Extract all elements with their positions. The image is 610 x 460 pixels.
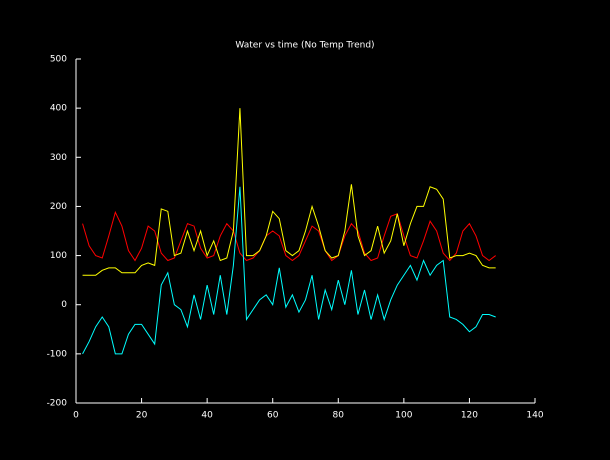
x-tick-label: 20	[136, 411, 148, 421]
chart-title: Water vs time (No Temp Trend)	[235, 41, 374, 51]
y-tick-label: -200	[47, 399, 68, 409]
y-tick-label: 100	[50, 251, 67, 261]
y-tick-label: 400	[50, 104, 67, 114]
x-tick-label: 120	[461, 411, 478, 421]
series-line	[82, 186, 496, 355]
y-tick-label: 200	[50, 202, 67, 212]
x-tick-label: 100	[395, 411, 412, 421]
x-tick-label: 80	[333, 411, 345, 421]
y-tick-label: -100	[47, 349, 68, 359]
x-tick-label: 60	[267, 411, 279, 421]
y-tick-label: 0	[61, 300, 67, 310]
series-line	[82, 210, 496, 262]
y-tick-label: 300	[50, 153, 67, 163]
series-line	[82, 108, 496, 276]
y-tick-label: 500	[50, 55, 67, 65]
x-tick-label: 40	[201, 411, 213, 421]
x-tick-label: 0	[73, 411, 79, 421]
x-tick-label: 140	[526, 411, 543, 421]
